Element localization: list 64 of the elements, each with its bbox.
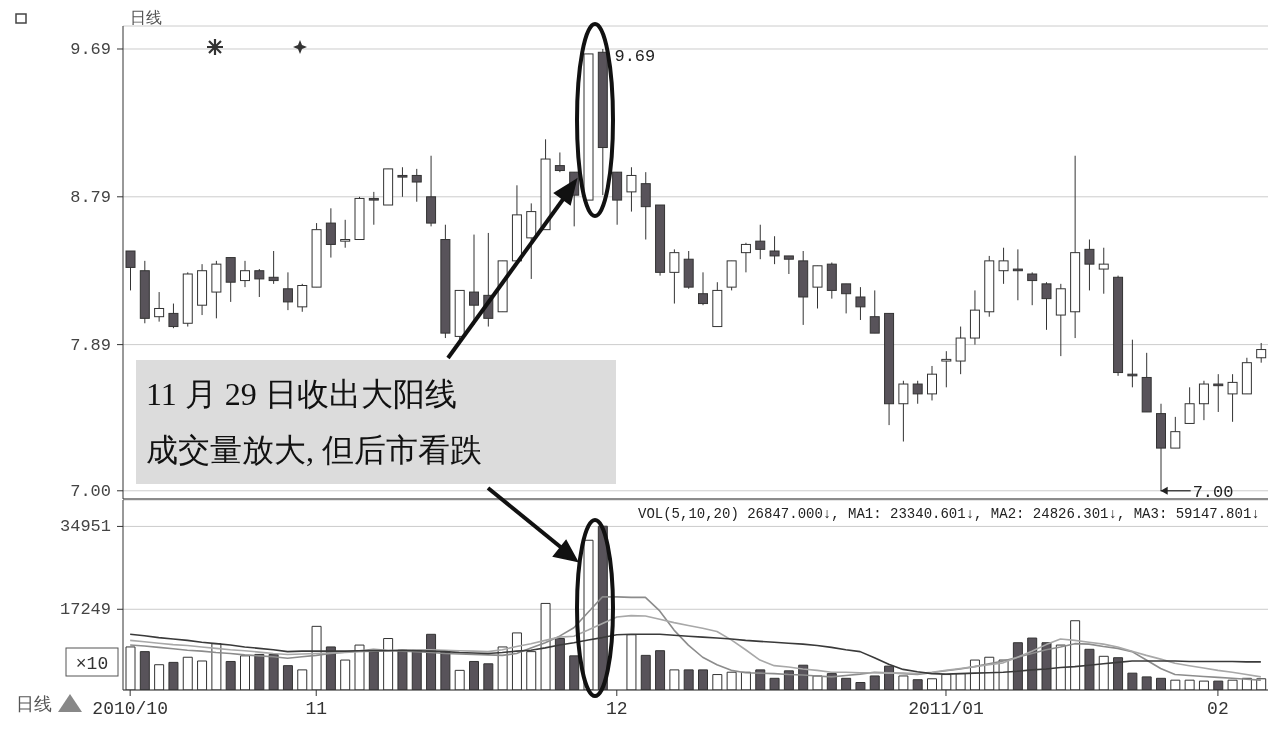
candlestick (368, 191, 379, 226)
candlestick (554, 151, 565, 173)
candlestick (168, 303, 179, 329)
candlestick (282, 271, 293, 311)
y-tick-label: 17249 (59, 600, 111, 620)
line-series (129, 596, 1262, 681)
candlestick (841, 283, 852, 314)
candlestick (955, 326, 966, 375)
annotation: 7.00 (1192, 482, 1234, 502)
candlestick (1027, 271, 1038, 306)
candlestick (898, 380, 909, 443)
y-tick-label: 9.69 (70, 39, 111, 59)
chart-title: 日线 (130, 9, 162, 26)
candlestick (1184, 386, 1195, 424)
candlestick (626, 166, 637, 213)
text: 日线 (16, 694, 52, 714)
line-series (129, 614, 1262, 678)
candlestick (1256, 342, 1267, 364)
candlestick (927, 365, 937, 401)
chart-title: VOL(5,10,20) 26847.000↓, MA1: 23340.601↓, MA2: 24826.301↓, MA3: 59147.801↓ (638, 506, 1260, 522)
candlestick (240, 260, 250, 288)
x-tick-label: 2011/01 (908, 699, 984, 719)
candlestick (154, 291, 165, 323)
candlestick (1170, 416, 1181, 449)
annotation: 11 月 29 日收出大阳线 (146, 375, 458, 414)
x-tick-label: 11 (305, 699, 328, 719)
x-tick-label: 12 (605, 699, 628, 719)
candlestick (812, 265, 823, 309)
candlestick (340, 219, 351, 249)
candlestick (669, 248, 680, 305)
candlestick (1227, 373, 1238, 423)
candlestick (783, 255, 794, 275)
annotation: 成交量放大, 但后市看跌 (146, 431, 483, 470)
y-tick-label: 8.79 (70, 187, 111, 207)
x-tick-label: 2010/10 (92, 699, 168, 719)
candlestick (325, 207, 336, 259)
candlestick (855, 286, 866, 321)
candlestick (1041, 281, 1052, 331)
candlestick (769, 235, 780, 265)
y-tick-label: 34951 (59, 517, 111, 537)
candlestick (640, 171, 651, 241)
callout-box: 11 月 29 日收出大阳线 成交量放大, 但后市看跌 (136, 360, 616, 484)
y-tick-label: 7.00 (70, 481, 111, 501)
candlestick (1098, 247, 1109, 295)
candlestick (1213, 373, 1224, 413)
text: ×10 (75, 654, 109, 674)
annotation: 9.69 (614, 46, 656, 66)
y-tick-label: 7.89 (70, 335, 111, 355)
candlestick (411, 168, 422, 203)
candlestick (1012, 248, 1023, 301)
candlestick (912, 380, 923, 405)
candlestick (397, 166, 408, 198)
candlestick (297, 283, 308, 313)
candlestick (755, 224, 766, 260)
candlestick (998, 247, 1009, 285)
candlestick (1198, 380, 1209, 421)
candlestick (740, 242, 751, 273)
candlestick (869, 289, 880, 334)
x-tick-label: 02 (1207, 699, 1229, 719)
candlestick (1084, 239, 1095, 291)
candlestick (268, 250, 279, 285)
candlestick (698, 271, 708, 306)
candlestick (941, 350, 952, 388)
candlestick (254, 268, 265, 298)
